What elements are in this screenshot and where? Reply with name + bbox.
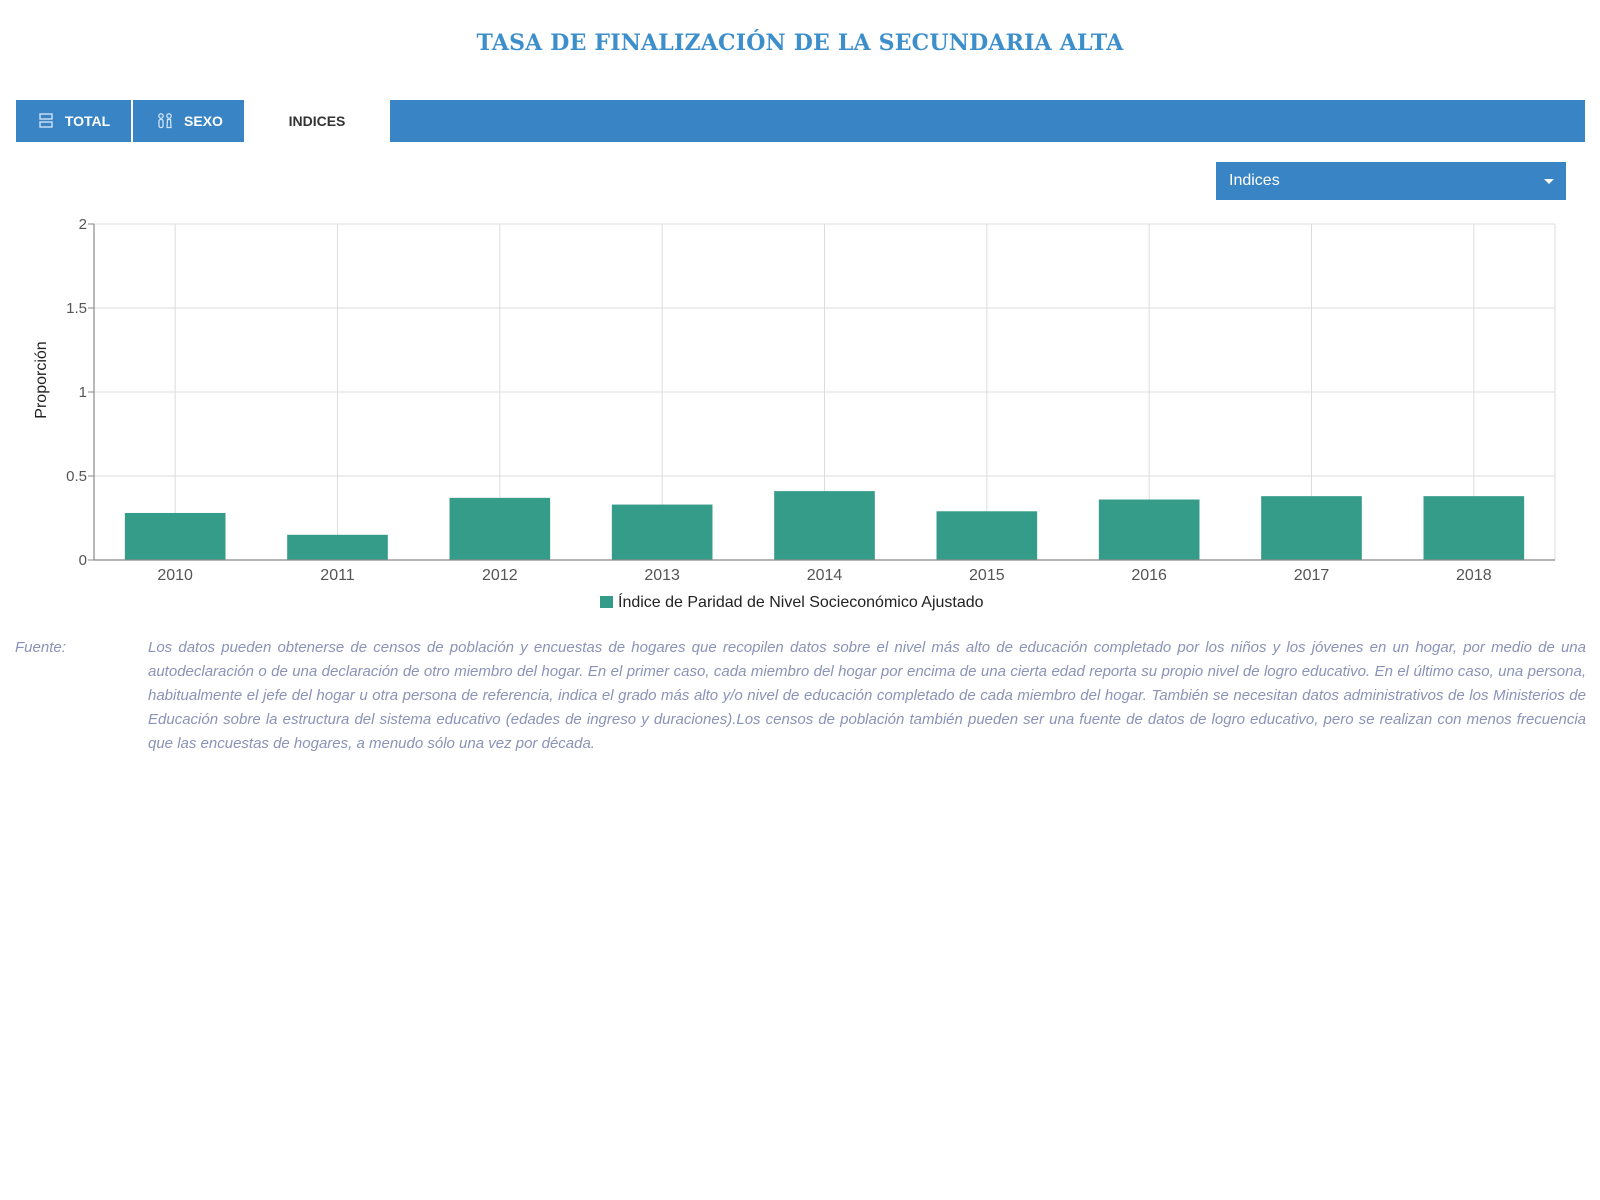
page-title: TASA DE FINALIZACIÓN DE LA SECUNDARIA AL… (476, 30, 1124, 56)
tab-sexo-label: SEXO (184, 113, 223, 129)
dropdown-selected-value: Indices (1229, 172, 1280, 189)
tab-bar: TOTAL SEXO INDICES (16, 100, 1585, 142)
bar-2016 (1098, 499, 1200, 560)
bar-2014 (774, 491, 875, 560)
bar-2013 (611, 504, 713, 560)
gender-icon (158, 113, 172, 129)
x-tick-label: 2010 (157, 567, 193, 584)
source-label: Fuente: (15, 639, 66, 656)
x-tick-label: 2012 (482, 567, 518, 584)
tab-indices[interactable]: INDICES (244, 100, 390, 142)
tab-total[interactable]: TOTAL (16, 100, 133, 142)
rows-icon (39, 113, 53, 128)
indicator-dropdown[interactable]: Indices (1216, 162, 1566, 200)
source-text: Los datos pueden obtenerse de censos de … (148, 639, 1586, 752)
legend-label: Índice de Paridad de Nivel Socieconómico… (618, 592, 984, 611)
bar-2015 (936, 511, 1038, 560)
tab-indices-label: INDICES (288, 113, 346, 129)
y-tick-label: 2 (79, 216, 87, 233)
bar-2018 (1423, 496, 1525, 560)
tab-total-label: TOTAL (64, 113, 111, 129)
x-tick-label: 2011 (320, 567, 355, 584)
x-tick-label: 2018 (1456, 567, 1492, 584)
y-tick-label: 0 (79, 552, 87, 569)
bar-2017 (1261, 496, 1362, 560)
chevron-down-icon (1544, 179, 1554, 184)
y-tick-label: 1 (79, 384, 87, 401)
x-tick-label: 2013 (644, 567, 680, 584)
bar-2011 (287, 534, 388, 560)
bar-chart: 0 0.5 1 1.5 2 2010 2011 2012 2013 2014 2015 2016 201… (33, 216, 1556, 611)
y-tick-label: 1.5 (66, 300, 87, 317)
y-axis-label: Proporción (33, 341, 50, 418)
x-tick-label: 2016 (1131, 567, 1167, 584)
x-tick-label: 2017 (1294, 567, 1330, 584)
tab-sexo[interactable]: SEXO (135, 100, 244, 142)
legend-swatch (600, 596, 613, 608)
y-tick-label: 0.5 (66, 468, 87, 485)
x-tick-label: 2015 (969, 567, 1005, 584)
bar-2010 (124, 512, 226, 560)
bar-2012 (449, 497, 551, 560)
x-tick-label: 2014 (807, 567, 843, 584)
